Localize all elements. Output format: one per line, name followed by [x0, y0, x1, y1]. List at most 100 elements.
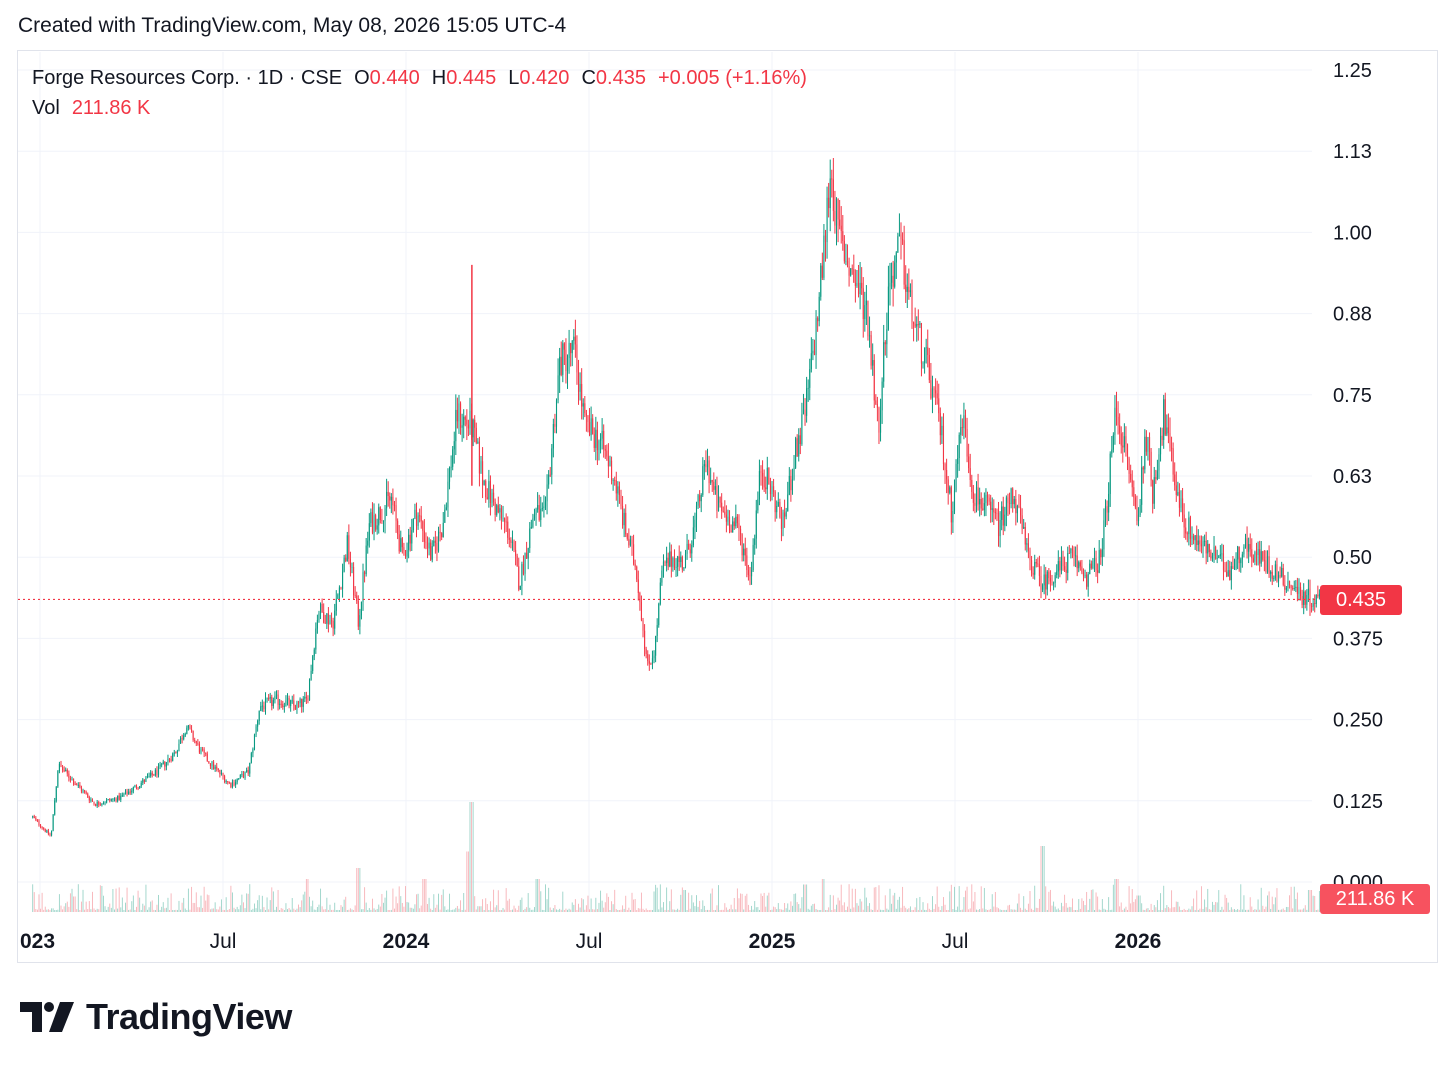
candle [614, 476, 616, 486]
candle [291, 695, 293, 704]
volume-bar [449, 893, 451, 912]
candle-body [1240, 559, 1242, 564]
candle [1300, 582, 1302, 601]
volume-bar [507, 900, 509, 912]
volume-bar [236, 906, 238, 912]
candle-body [268, 698, 270, 700]
volume-bar [639, 908, 641, 912]
volume-bar [478, 906, 480, 912]
candle-body [706, 460, 709, 468]
candle-body [982, 508, 984, 510]
candle-body [762, 472, 764, 477]
candle-body [1040, 575, 1042, 590]
volume-bar [1142, 909, 1144, 912]
volume-bar [156, 904, 158, 912]
candle [1002, 496, 1004, 536]
candle [268, 694, 270, 701]
candle-body [433, 540, 435, 547]
candle [1222, 544, 1225, 581]
candle [522, 555, 525, 576]
candle [1070, 547, 1072, 559]
candle [346, 531, 348, 562]
candle [1196, 525, 1198, 552]
volume-bar [1155, 907, 1157, 912]
candle [779, 498, 781, 519]
candle-body [73, 779, 75, 785]
volume-bar [1086, 891, 1088, 912]
candle-body [530, 526, 532, 529]
candle-body [733, 521, 735, 527]
candle [714, 479, 716, 495]
candle [699, 490, 701, 508]
volume-bar [974, 891, 976, 912]
candle [1079, 560, 1081, 571]
candle-body [1104, 506, 1107, 521]
candle [743, 543, 745, 562]
candle [595, 416, 597, 461]
candle [134, 784, 136, 788]
candle [364, 570, 366, 583]
volume-bar [128, 909, 130, 912]
candle-body [914, 323, 916, 327]
tradingview-logo[interactable]: TradingView [20, 996, 292, 1038]
candle-body [544, 501, 547, 507]
candle-body [917, 324, 919, 325]
volume-bar [1087, 909, 1089, 912]
volume-bar [427, 903, 428, 912]
volume-bar [1274, 897, 1276, 912]
candle [1095, 550, 1097, 577]
volume-bar [1178, 906, 1180, 912]
candle [763, 469, 765, 493]
candle [236, 778, 238, 785]
candle-body [154, 770, 156, 776]
volume-bar [115, 888, 117, 912]
candle [889, 262, 891, 306]
volume-bar [1133, 901, 1135, 912]
candle [938, 383, 940, 422]
candle [294, 704, 296, 710]
candle [845, 243, 847, 266]
volume-bar [1300, 909, 1302, 912]
volume-bar [118, 887, 120, 912]
volume-bar [749, 909, 751, 912]
candle-body [1092, 561, 1094, 569]
candle [124, 789, 127, 795]
candle [994, 508, 996, 520]
volume-bar [925, 909, 927, 912]
candle [1312, 598, 1314, 611]
volume-bar [527, 893, 529, 912]
candle [721, 493, 723, 519]
candle [1174, 462, 1176, 491]
candle [307, 695, 309, 704]
volume-bar [460, 900, 462, 912]
candle-body [230, 782, 232, 788]
candle-body [305, 696, 307, 699]
volume-bar [1311, 890, 1313, 912]
candle-body [415, 509, 418, 526]
candle-body [52, 814, 54, 831]
candle-body [128, 791, 130, 795]
candle-body [1139, 504, 1141, 515]
volume-bar [452, 909, 454, 912]
candle [1010, 487, 1012, 509]
volume-bar [722, 909, 724, 912]
candle [486, 488, 488, 500]
candle-body [518, 566, 520, 590]
candle-body [346, 535, 348, 561]
candle [864, 291, 866, 332]
candle [74, 781, 76, 786]
candle-body [308, 679, 311, 701]
candle [1031, 555, 1033, 577]
candle-body [66, 769, 68, 774]
volume-bar [147, 909, 148, 912]
volume-bar [142, 903, 144, 912]
volume-bar [887, 909, 889, 912]
candle [1109, 451, 1111, 507]
volume-bar [316, 907, 318, 912]
candle [673, 549, 676, 571]
candle-body [670, 551, 672, 567]
volume-bar [568, 908, 570, 912]
candle-body [1219, 554, 1221, 557]
candle-body [113, 798, 116, 800]
